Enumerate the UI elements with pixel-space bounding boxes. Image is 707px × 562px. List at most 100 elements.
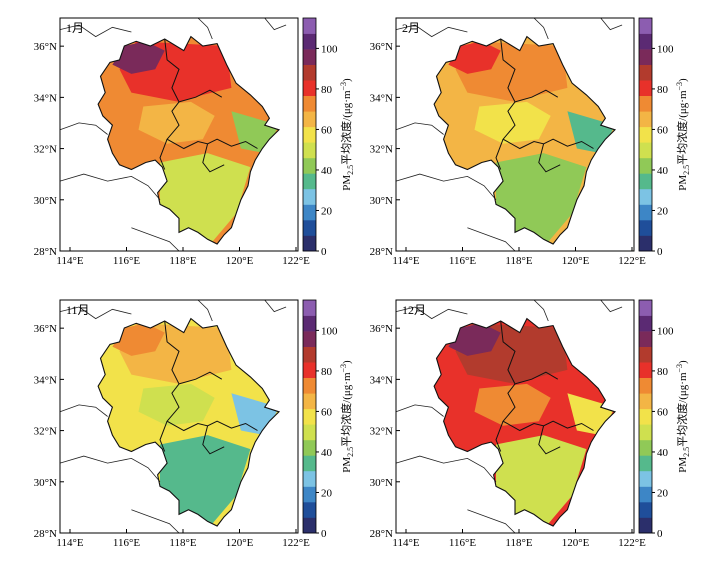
colorbar-tick-label: 60 <box>657 124 669 136</box>
colorbar-segment <box>639 393 652 410</box>
province-boundary <box>495 421 504 452</box>
y-tick-label: 36°N <box>34 41 57 53</box>
y-tick-label: 32°N <box>34 144 57 156</box>
colorbar-segment <box>639 517 652 534</box>
colorbar-segment <box>639 95 652 112</box>
colorbar-segment <box>639 188 652 205</box>
colorbar-tick-label: 0 <box>657 528 663 540</box>
pm25-field <box>98 36 279 244</box>
province-boundary <box>159 139 168 170</box>
concentration-zone-northwest <box>448 323 501 356</box>
colorbar-segment <box>639 455 652 472</box>
colorbar-segment <box>303 157 316 174</box>
colorbar-segment <box>639 64 652 81</box>
colorbar-segment <box>639 111 652 128</box>
y-tick-label: 30°N <box>34 195 57 207</box>
neighbour-boundary <box>395 173 497 200</box>
colorbar-segment <box>639 80 652 96</box>
colorbar-segment <box>303 501 316 518</box>
x-tick-label: 120°E <box>226 255 254 267</box>
colorbar-tick-label: 100 <box>657 43 674 55</box>
y-tick-label: 30°N <box>370 477 393 489</box>
colorbar-tick-label: 0 <box>657 246 663 258</box>
concentration-zone-center <box>138 383 215 426</box>
x-tick-label: 114°E <box>56 537 83 549</box>
colorbar: 0 20 40 60 80 100 PM2.5平均浓度/(μg·m−3) <box>638 17 691 258</box>
y-tick-label: 34°N <box>34 92 57 104</box>
colorbar-segment <box>639 424 652 441</box>
colorbar-segment <box>303 126 316 143</box>
colorbar-tick-label: 100 <box>657 325 674 337</box>
province-boundary <box>514 89 559 103</box>
y-tick-label: 28°N <box>370 246 393 258</box>
neighbour-boundary <box>395 455 497 482</box>
neighbour-boundary <box>197 17 213 40</box>
neighbour-boundary <box>59 455 161 482</box>
x-tick-label: 114°E <box>392 537 419 549</box>
colorbar-tick-label: 20 <box>321 487 333 499</box>
neighbour-boundary <box>395 404 444 417</box>
colorbar-title: PM2.5平均浓度/(μg·m−3) <box>339 78 355 191</box>
colorbar-title: PM2.5平均浓度/(μg·m−3) <box>675 360 691 473</box>
province-boundary <box>538 143 561 173</box>
y-tick-label: 28°N <box>370 528 393 540</box>
colorbar-segment <box>303 331 316 347</box>
x-tick-label: 122°E <box>618 255 646 267</box>
map-panel: 11月 114°E 116°E 118°E 120°E 122°E 28°N 30°N 32°N… <box>34 299 355 549</box>
concentration-zone-northwest <box>448 41 501 74</box>
neighbour-boundary <box>131 227 180 252</box>
panel-label: 1月 <box>66 21 84 35</box>
colorbar-segment <box>303 362 316 378</box>
concentration-zone-south <box>496 153 587 242</box>
x-tick-label: 122°E <box>618 537 646 549</box>
neighbour-boundary <box>264 299 287 313</box>
colorbar-segment <box>303 517 316 534</box>
colorbar-segment <box>303 80 316 96</box>
colorbar-segment <box>303 111 316 128</box>
y-tick-label: 30°N <box>34 477 57 489</box>
colorbar-tick-label: 100 <box>321 43 338 55</box>
colorbar-segment <box>303 142 316 159</box>
colorbar-segment <box>303 33 316 50</box>
x-tick-label: 116°E <box>113 255 140 267</box>
colorbar-segment <box>303 300 316 316</box>
colorbar-tick-label: 80 <box>657 84 669 96</box>
colorbar-segment <box>639 157 652 174</box>
colorbar-tick-label: 60 <box>657 406 669 418</box>
pm25-field <box>98 318 279 526</box>
province-boundary <box>159 421 168 452</box>
neighbour-boundary <box>533 299 549 322</box>
colorbar: 0 20 40 60 80 100 PM2.5平均浓度/(μg·m−3) <box>302 17 355 258</box>
colorbar-segment <box>303 219 316 236</box>
colorbar-tick-label: 20 <box>321 205 333 217</box>
x-tick-label: 120°E <box>562 255 590 267</box>
neighbour-boundary <box>131 509 180 534</box>
colorbar-segment <box>303 393 316 410</box>
colorbar-segment <box>639 439 652 456</box>
y-tick-label: 36°N <box>34 323 57 335</box>
colorbar-segment <box>303 486 316 503</box>
province-boundary <box>202 143 225 173</box>
region-outline <box>97 35 281 245</box>
province-boundary <box>178 89 223 103</box>
neighbour-boundary <box>395 306 468 320</box>
y-tick-label: 34°N <box>370 374 393 386</box>
y-tick-label: 32°N <box>370 426 393 438</box>
region-outline <box>97 317 281 527</box>
neighbour-boundary <box>59 306 132 320</box>
colorbar-segment <box>303 95 316 112</box>
colorbar-segment <box>639 486 652 503</box>
y-tick-label: 28°N <box>34 246 57 258</box>
colorbar-segment <box>303 470 316 487</box>
map-panel: 1月 114°E 116°E 118°E 120°E 122°E 28°N 30°N 32°N 3… <box>34 17 355 267</box>
colorbar-segment <box>303 377 316 394</box>
y-tick-label: 32°N <box>34 426 57 438</box>
map-frame <box>59 17 299 252</box>
colorbar-segment <box>639 235 652 252</box>
neighbour-boundary <box>59 173 161 200</box>
x-tick-label: 118°E <box>169 537 196 549</box>
map-frame <box>395 17 635 252</box>
pm25-field <box>434 318 615 526</box>
colorbar-title: PM2.5平均浓度/(μg·m−3) <box>675 78 691 191</box>
